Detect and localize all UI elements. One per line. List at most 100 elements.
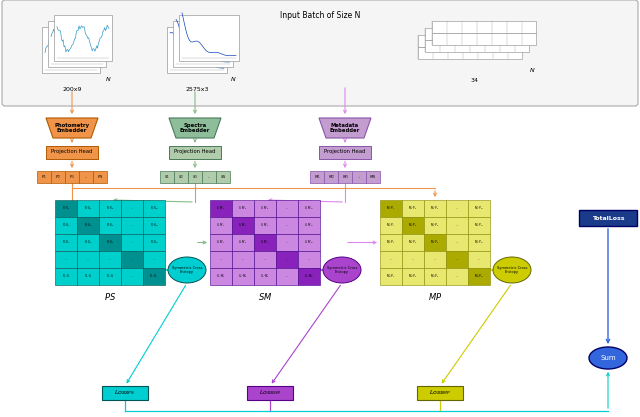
Bar bbox=[179, 15, 239, 61]
Bar bbox=[276, 217, 298, 234]
Bar bbox=[254, 200, 276, 217]
Bar bbox=[380, 234, 402, 251]
Text: $M_2{\cdot}P_N$: $M_2{\cdot}P_N$ bbox=[474, 222, 484, 229]
Text: $P_3{\cdot}S_1$: $P_3{\cdot}S_1$ bbox=[61, 239, 70, 246]
Text: $PS$: $PS$ bbox=[104, 291, 116, 302]
Bar bbox=[232, 251, 254, 268]
FancyBboxPatch shape bbox=[2, 0, 638, 106]
Text: $SM$: $SM$ bbox=[258, 291, 272, 302]
Text: Metadata
Embedder: Metadata Embedder bbox=[330, 123, 360, 133]
Text: $M_2$: $M_2$ bbox=[328, 173, 335, 181]
Text: $S_N{\cdot}M_N$: $S_N{\cdot}M_N$ bbox=[304, 273, 314, 280]
Bar bbox=[55, 217, 77, 234]
Text: $S_1{\cdot}M_N$: $S_1{\cdot}M_N$ bbox=[304, 205, 314, 212]
Bar bbox=[79, 171, 93, 183]
Bar bbox=[276, 234, 298, 251]
Bar bbox=[424, 251, 446, 268]
Text: $..$: $..$ bbox=[455, 223, 459, 228]
Bar bbox=[174, 171, 188, 183]
Bar bbox=[232, 268, 254, 285]
Bar bbox=[254, 234, 276, 251]
Text: $MP$: $MP$ bbox=[428, 291, 442, 302]
Bar bbox=[99, 234, 121, 251]
Bar bbox=[65, 171, 79, 183]
Text: $M_3{\cdot}P_2$: $M_3{\cdot}P_2$ bbox=[408, 239, 418, 246]
Bar bbox=[99, 268, 121, 285]
Bar bbox=[424, 200, 446, 217]
Text: $S_2$: $S_2$ bbox=[178, 173, 184, 181]
Bar bbox=[446, 200, 468, 217]
Bar bbox=[380, 217, 402, 234]
Text: $..$: $..$ bbox=[455, 274, 459, 279]
Text: $S_N{\cdot}M_2$: $S_N{\cdot}M_2$ bbox=[238, 273, 248, 280]
Text: N: N bbox=[231, 77, 236, 82]
Bar bbox=[143, 217, 165, 234]
Bar bbox=[188, 171, 202, 183]
Text: $P_2$: $P_2$ bbox=[55, 173, 61, 181]
Bar bbox=[446, 268, 468, 285]
Bar bbox=[276, 200, 298, 217]
Text: $..$: $..$ bbox=[285, 206, 289, 211]
Bar bbox=[446, 234, 468, 251]
Bar bbox=[418, 47, 522, 59]
Text: $S_1$: $S_1$ bbox=[164, 173, 170, 181]
Text: $S_1{\cdot}M_3$: $S_1{\cdot}M_3$ bbox=[260, 205, 269, 212]
Text: $P_N$: $P_N$ bbox=[97, 173, 103, 181]
Bar bbox=[99, 217, 121, 234]
Bar bbox=[402, 217, 424, 234]
Text: $..$: $..$ bbox=[455, 240, 459, 245]
Bar bbox=[425, 40, 529, 52]
Text: $P_2{\cdot}S_1$: $P_2{\cdot}S_1$ bbox=[61, 222, 70, 229]
Bar bbox=[380, 200, 402, 217]
Bar bbox=[102, 386, 148, 400]
Bar bbox=[402, 268, 424, 285]
Bar bbox=[298, 268, 320, 285]
Text: $M_1$: $M_1$ bbox=[314, 173, 321, 181]
Text: $..$: $..$ bbox=[130, 223, 134, 228]
Bar bbox=[468, 217, 490, 234]
Bar bbox=[380, 251, 402, 268]
Text: $..$: $..$ bbox=[130, 257, 134, 262]
Text: $M_3{\cdot}P_1$: $M_3{\cdot}P_1$ bbox=[387, 239, 396, 246]
Bar bbox=[338, 171, 352, 183]
Text: $M_1{\cdot}P_2$: $M_1{\cdot}P_2$ bbox=[408, 205, 418, 212]
Text: $S_1{\cdot}M_2$: $S_1{\cdot}M_2$ bbox=[238, 205, 248, 212]
Text: $S_N$: $S_N$ bbox=[220, 173, 226, 181]
Bar bbox=[77, 200, 99, 217]
Bar bbox=[232, 200, 254, 217]
Bar bbox=[99, 200, 121, 217]
Bar bbox=[121, 251, 143, 268]
Text: $..$: $..$ bbox=[130, 206, 134, 211]
Ellipse shape bbox=[589, 347, 627, 369]
Bar bbox=[160, 171, 174, 183]
Text: $..$: $..$ bbox=[84, 174, 88, 179]
Text: $..$: $..$ bbox=[130, 274, 134, 279]
Text: $..$: $..$ bbox=[263, 257, 267, 262]
Text: $M_1{\cdot}P_N$: $M_1{\cdot}P_N$ bbox=[474, 205, 484, 212]
Text: $M_2{\cdot}P_1$: $M_2{\cdot}P_1$ bbox=[387, 222, 396, 229]
Bar bbox=[298, 251, 320, 268]
Bar bbox=[143, 234, 165, 251]
Bar bbox=[402, 234, 424, 251]
Bar bbox=[468, 251, 490, 268]
Text: $S_3{\cdot}M_2$: $S_3{\cdot}M_2$ bbox=[238, 239, 248, 246]
Bar bbox=[352, 171, 366, 183]
Text: $..$: $..$ bbox=[241, 257, 245, 262]
Text: $M_1{\cdot}P_1$: $M_1{\cdot}P_1$ bbox=[387, 205, 396, 212]
Text: $..$: $..$ bbox=[389, 257, 393, 262]
Text: N: N bbox=[530, 68, 534, 73]
Text: 2575x3: 2575x3 bbox=[185, 87, 209, 92]
Text: $..$: $..$ bbox=[207, 174, 211, 179]
Polygon shape bbox=[46, 118, 98, 138]
Text: $S_2{\cdot}M_1$: $S_2{\cdot}M_1$ bbox=[216, 222, 226, 229]
Text: Loss$_{MP}$: Loss$_{MP}$ bbox=[429, 389, 451, 397]
Bar bbox=[42, 27, 100, 73]
Bar bbox=[210, 268, 232, 285]
Bar bbox=[579, 210, 637, 226]
Text: Photometry
Embedder: Photometry Embedder bbox=[54, 123, 90, 133]
Bar bbox=[210, 217, 232, 234]
Text: $S_3{\cdot}M_1$: $S_3{\cdot}M_1$ bbox=[216, 239, 226, 246]
Bar bbox=[55, 268, 77, 285]
Text: $..$: $..$ bbox=[307, 257, 311, 262]
Bar bbox=[232, 234, 254, 251]
